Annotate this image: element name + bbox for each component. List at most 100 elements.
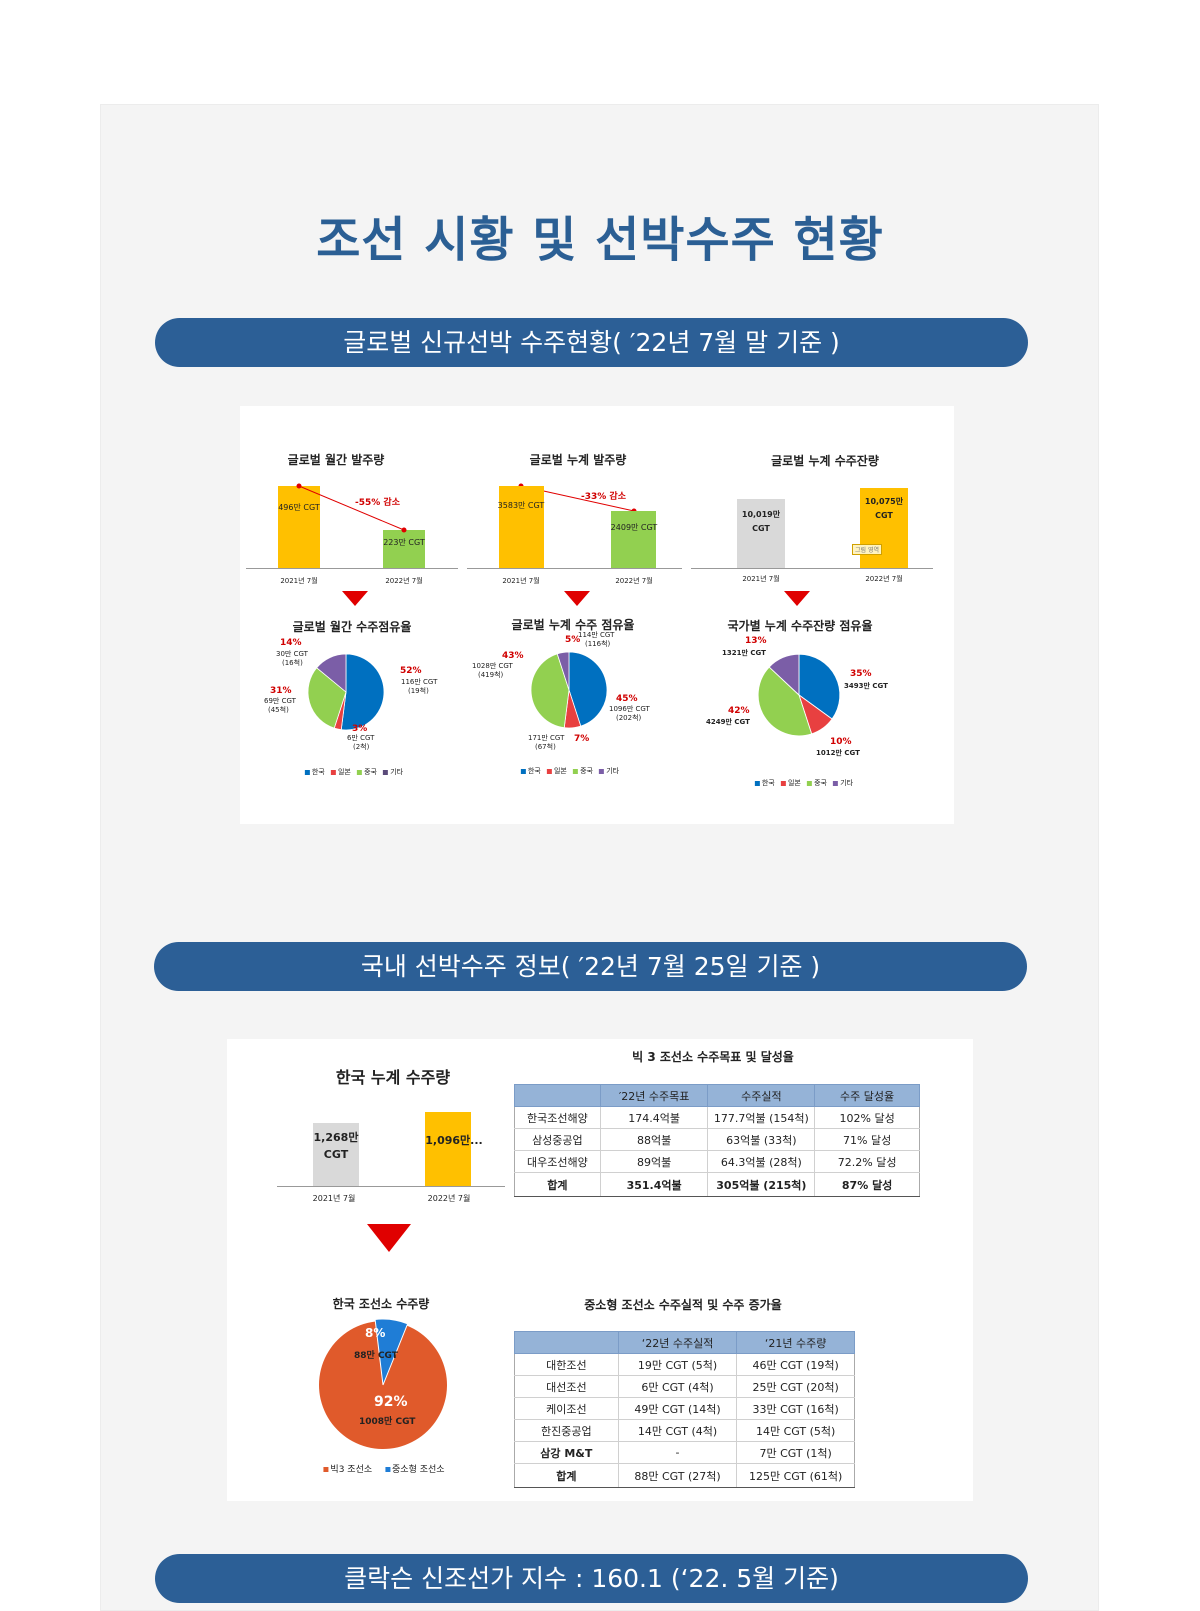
cumulative-axis bbox=[467, 568, 682, 569]
korea-bar-2021 bbox=[313, 1123, 359, 1186]
small-cell: 25만 CGT (20척) bbox=[736, 1375, 855, 1398]
small-cell: - bbox=[617, 1441, 737, 1464]
pie-backlog-japan-lbl: 1012만 CGT bbox=[816, 749, 860, 757]
big3-cell: 71% 달성 bbox=[814, 1128, 920, 1151]
table-total-row: 합계 88만 CGT (27척) 125만 CGT (61척) bbox=[514, 1463, 855, 1488]
pie-monthly-other-lbl2: (16척) bbox=[282, 659, 303, 667]
pie-backlog-title: 국가별 누계 수주잔량 점유율 bbox=[727, 619, 873, 633]
korea-axis bbox=[277, 1186, 505, 1187]
pie-monthly-japan-lbl1: 6만 CGT bbox=[347, 734, 375, 742]
pie-cumulative-other-lbl1: 114만 CGT bbox=[578, 631, 615, 639]
small-total-cell: 88만 CGT (27척) bbox=[617, 1463, 737, 1488]
big3-total-cell: 351.4억불 bbox=[599, 1172, 708, 1197]
small-yards-table: ‘22년 수주실적 ‘21년 수주량 대한조선 19만 CGT (5척) 46만… bbox=[514, 1331, 855, 1488]
small-table-title: 중소형 조선소 수주실적 및 수주 증가율 bbox=[584, 1298, 782, 1312]
korea-pie-title: 한국 조선소 수주량 bbox=[332, 1297, 430, 1311]
pie-backlog-chart bbox=[757, 653, 841, 737]
small-cell: 대선조선 bbox=[514, 1375, 619, 1398]
pie-slice-other bbox=[768, 653, 800, 696]
pie-backlog-other-lbl: 1321만 CGT bbox=[722, 649, 766, 657]
pie-slice-china bbox=[757, 666, 813, 737]
korea-tick-2022: 2022년 7월 bbox=[427, 1194, 471, 1203]
section-header-domestic: 국내 선박수주 정보( ′22년 7월 25일 기준 ) bbox=[154, 942, 1027, 991]
table-row: 대우조선해양 89억불 64.3억불 (28척) 72.2% 달성 bbox=[514, 1150, 920, 1173]
table-row: 케이조선 49만 CGT (14척) 33만 CGT (16척) bbox=[514, 1397, 855, 1420]
backlog-tag: 그림 영역 bbox=[852, 544, 882, 555]
small-cell: 19만 CGT (5척) bbox=[617, 1353, 737, 1376]
korea-pie-small-pct: 8% bbox=[365, 1326, 386, 1340]
backlog-axis bbox=[691, 568, 933, 569]
pie-slice-korea bbox=[798, 653, 841, 720]
pie-monthly-china-pct: 31% bbox=[270, 686, 292, 696]
big3-cell: 102% 달성 bbox=[814, 1106, 920, 1129]
backlog-bar-2021-line2: CGT bbox=[752, 524, 770, 533]
down-arrow-icon bbox=[564, 591, 590, 606]
pie-monthly-korea-lbl1: 116만 CGT bbox=[401, 678, 438, 686]
backlog-bar-2021 bbox=[737, 499, 785, 568]
korea-bar-2021-line1: 1,268만 bbox=[313, 1131, 359, 1144]
cumulative-bar-2022-label: 2409만 CGT bbox=[610, 523, 658, 532]
section-header-global: 글로벌 신규선박 수주현황( ′22년 7월 말 기준 ) bbox=[155, 318, 1028, 367]
korea-pie-big-lbl: 1008만 CGT bbox=[359, 1417, 416, 1427]
big3-cell: 대우조선해양 bbox=[514, 1150, 601, 1173]
domestic-orders-infographic: 한국 누계 수주량 1,268만 CGT 1,096만... 2021년 7월 … bbox=[227, 1039, 973, 1501]
pie-slice-china bbox=[307, 667, 347, 729]
table-total-row: 합계 351.4억불 305억불 (215척) 87% 달성 bbox=[514, 1172, 920, 1197]
pie-monthly-other-pct: 14% bbox=[280, 638, 302, 648]
korea-bar-2022-label: 1,096만... bbox=[425, 1134, 483, 1147]
down-arrow-icon bbox=[342, 591, 368, 606]
pie-cumulative-japan-pct: 7% bbox=[574, 734, 590, 744]
pie-monthly-korea-pct: 52% bbox=[400, 666, 422, 676]
korea-tick-2021: 2021년 7월 bbox=[312, 1194, 356, 1203]
small-cell: 한진중공업 bbox=[514, 1419, 619, 1442]
table-row: 대한조선 19만 CGT (5척) 46만 CGT (19척) bbox=[514, 1353, 855, 1376]
pie-cumulative-korea-pct: 45% bbox=[616, 694, 638, 704]
monthly-bar-2021 bbox=[278, 486, 320, 568]
big3-table: ′22년 수주목표 수주실적 수주 달성율 한국조선해양 174.4억불 177… bbox=[514, 1084, 920, 1197]
pie-monthly-title: 글로벌 월간 수주점유율 bbox=[292, 620, 412, 634]
monthly-bar-2022 bbox=[383, 530, 425, 568]
pie-monthly-japan-lbl2: (2척) bbox=[353, 743, 370, 751]
pie-backlog-other-pct: 13% bbox=[745, 636, 767, 646]
korea-pie-big-pct: 92% bbox=[374, 1394, 408, 1410]
big3-cell: 64.3억불 (28척) bbox=[707, 1150, 815, 1173]
cumulative-tick-2022: 2022년 7월 bbox=[615, 577, 653, 585]
big3-cell: 삼성중공업 bbox=[514, 1128, 601, 1151]
korea-pie-small-lbl: 88만 CGT bbox=[354, 1351, 398, 1361]
pie-cumulative-korea-lbl2: (202척) bbox=[616, 714, 642, 722]
pie-cumulative-korea-lbl1: 1096만 CGT bbox=[609, 705, 650, 713]
table-row: 대선조선 6만 CGT (4척) 25만 CGT (20척) bbox=[514, 1375, 855, 1398]
small-header-0 bbox=[514, 1331, 619, 1354]
small-cell: 대한조선 bbox=[514, 1353, 619, 1376]
monthly-change-label: -55% 감소 bbox=[355, 498, 400, 508]
big3-cell: 72.2% 달성 bbox=[814, 1150, 920, 1173]
pie-cumulative-china-pct: 43% bbox=[502, 651, 524, 661]
pie-slice-small-yards bbox=[374, 1318, 409, 1386]
pie-cumulative-china-lbl1: 1028만 CGT bbox=[472, 662, 513, 670]
korea-shipyard-pie bbox=[319, 1318, 447, 1449]
pie-cumulative-japan-lbl2: (67척) bbox=[535, 743, 556, 751]
page-title: 조선 시황 및 선박수주 현황 bbox=[316, 212, 884, 268]
small-cell: 14만 CGT (5척) bbox=[736, 1419, 855, 1442]
small-cell: 33만 CGT (16척) bbox=[736, 1397, 855, 1420]
cumulative-orders-title: 글로벌 누계 발주량 bbox=[529, 453, 627, 467]
monthly-tick-2022: 2022년 7월 bbox=[385, 577, 423, 585]
cumulative-tick-2021: 2021년 7월 bbox=[502, 577, 540, 585]
pie-monthly-japan-pct: 3% bbox=[352, 724, 368, 734]
pie-monthly-korea-lbl2: (19척) bbox=[408, 687, 429, 695]
big3-total-cell: 합계 bbox=[514, 1172, 601, 1197]
pie-backlog-china-pct: 42% bbox=[728, 706, 750, 716]
big3-cell: 177.7억불 (154척) bbox=[707, 1106, 815, 1129]
pie-cumulative-chart bbox=[530, 651, 608, 729]
korea-cumulative-title: 한국 누계 수주량 bbox=[335, 1068, 451, 1087]
pie-monthly-legend: 한국 일본 중국 기타 bbox=[301, 767, 403, 777]
big3-total-cell: 87% 달성 bbox=[814, 1172, 920, 1197]
big3-total-cell: 305억불 (215척) bbox=[707, 1172, 815, 1197]
monthly-trend-line bbox=[296, 483, 637, 533]
down-arrow-icon bbox=[784, 591, 810, 606]
small-cell: 케이조선 bbox=[514, 1397, 619, 1420]
big3-header-0 bbox=[514, 1084, 601, 1107]
big3-header-2: 수주실적 bbox=[707, 1084, 816, 1107]
backlog-tick-2022: 2022년 7월 bbox=[865, 575, 903, 583]
table-row: 삼성중공업 88억불 63억불 (33척) 71% 달성 bbox=[514, 1128, 920, 1151]
